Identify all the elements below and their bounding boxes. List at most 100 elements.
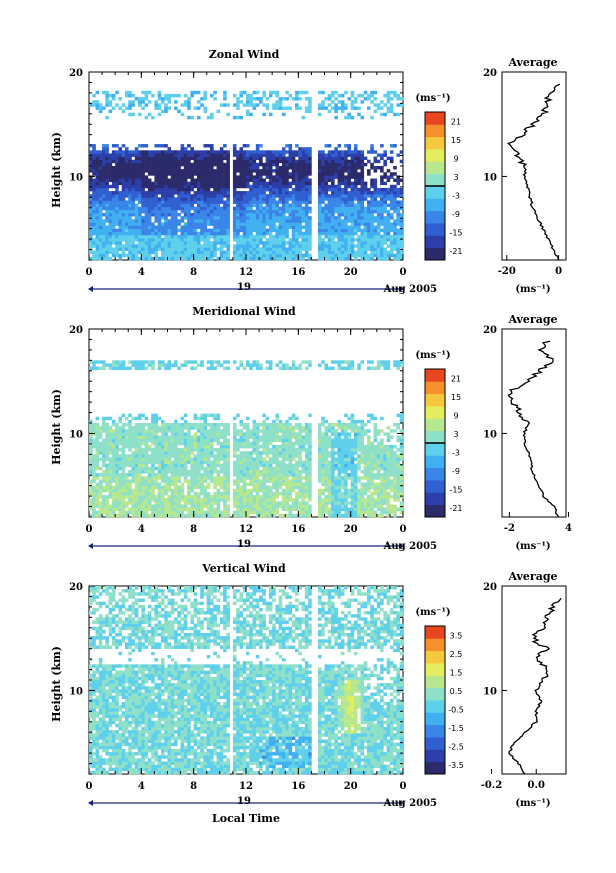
heatmap-cell (213, 470, 217, 474)
heatmap-cell (295, 181, 299, 186)
heatmap-cell (183, 187, 188, 192)
heatmap-cell (111, 219, 116, 223)
heatmap-cell (193, 479, 198, 483)
heatmap-cell (399, 253, 404, 258)
heatmap-cell (196, 234, 201, 239)
heatmap-cell (262, 244, 266, 248)
heatmap-cell (196, 457, 201, 461)
heatmap-cell (105, 444, 109, 449)
heatmap-cell (246, 457, 250, 461)
heatmap-cell (138, 197, 142, 201)
heatmap-cell (288, 175, 293, 179)
heatmap-cell (275, 231, 280, 236)
heatmap-cell (164, 93, 168, 98)
heatmap-cell (259, 144, 263, 148)
heatmap-cell (396, 153, 401, 157)
heatmap-cell (226, 426, 230, 430)
heatmap-cell (141, 426, 145, 430)
heatmap-cell (340, 194, 345, 198)
heatmap-cell (190, 485, 194, 490)
heatmap-cell (131, 219, 136, 223)
heatmap-cell (170, 206, 175, 211)
heatmap-cell (174, 93, 178, 98)
heatmap-cell (246, 510, 250, 515)
heatmap-cell (187, 181, 191, 186)
heatmap-cell (272, 256, 276, 261)
heatmap-cell (200, 181, 204, 186)
heatmap-cell (223, 241, 227, 245)
heatmap-cell (200, 244, 204, 248)
heatmap-cell (265, 244, 270, 248)
heatmap-cell (252, 159, 257, 164)
heatmap-cell (167, 213, 172, 217)
heatmap-cell (337, 206, 342, 211)
heatmap-cell (272, 162, 276, 167)
heatmap-cell (367, 247, 371, 251)
heatmap-cell (216, 438, 221, 443)
heatmap-cell (389, 175, 394, 179)
heatmap-cell (180, 429, 185, 433)
heatmap-cell (151, 463, 155, 468)
heatmap-cell (324, 172, 329, 176)
heatmap-cell (190, 90, 194, 95)
heatmap-cell (399, 231, 404, 236)
x-tick-label: 0 (400, 267, 407, 278)
heatmap-cell (121, 109, 126, 114)
heatmap-cell (128, 231, 132, 236)
heatmap-cell (216, 473, 221, 477)
heatmap-cell (180, 184, 185, 189)
heatmap-cell (108, 166, 113, 170)
heatmap-cell (187, 241, 191, 245)
heatmap-cell (151, 423, 155, 427)
heatmap-cell (350, 238, 355, 242)
heatmap-cell (219, 454, 224, 458)
heatmap-cell (367, 231, 371, 236)
heatmap-cell (206, 460, 211, 465)
heatmap-cell (134, 451, 139, 455)
heatmap-cell (154, 457, 158, 461)
heatmap-cell (206, 491, 211, 496)
heatmap-cell (389, 144, 394, 148)
heatmap-cell (170, 482, 175, 486)
heatmap-cell (249, 216, 253, 220)
heatmap-cell (334, 231, 338, 236)
heatmap-cell (196, 429, 201, 433)
heatmap-cell (216, 498, 221, 502)
heatmap-cell (190, 513, 194, 518)
heatmap-cell (177, 498, 181, 502)
heatmap-cell (187, 162, 191, 167)
heatmap-cell (174, 460, 178, 465)
heatmap-cell (317, 219, 322, 223)
heatmap-cell (170, 510, 175, 515)
heatmap-cell (196, 247, 201, 251)
heatmap-cell (151, 473, 155, 477)
heatmap-cell (187, 169, 191, 173)
heatmap-cell (288, 247, 293, 251)
heatmap-cell (239, 194, 244, 198)
heatmap-cell (357, 191, 361, 195)
heatmap-cell (170, 476, 175, 480)
heatmap-cell (124, 106, 129, 110)
heatmap-cell (393, 244, 397, 248)
heatmap-cell (134, 162, 139, 167)
heatmap-cell (203, 194, 208, 198)
heatmap-cell (92, 216, 96, 220)
heatmap-cell (118, 106, 123, 110)
heatmap-cell (301, 256, 306, 261)
heatmap-cell (252, 488, 257, 493)
heatmap-cell (393, 219, 397, 223)
heatmap-cell (160, 156, 165, 161)
heatmap-cell (157, 416, 162, 421)
heatmap-cell (321, 244, 325, 248)
heatmap-cell (272, 225, 276, 229)
heatmap-cell (232, 495, 237, 499)
heatmap-cell (111, 93, 116, 98)
heatmap-cell (124, 172, 129, 176)
heatmap-cell (376, 219, 381, 223)
heatmap-cell (167, 429, 172, 433)
heatmap-cell (111, 435, 116, 439)
heatmap-cell (236, 444, 240, 449)
heatmap-cell (170, 244, 175, 248)
heatmap-cell (206, 470, 211, 474)
heatmap-cell (324, 166, 329, 170)
